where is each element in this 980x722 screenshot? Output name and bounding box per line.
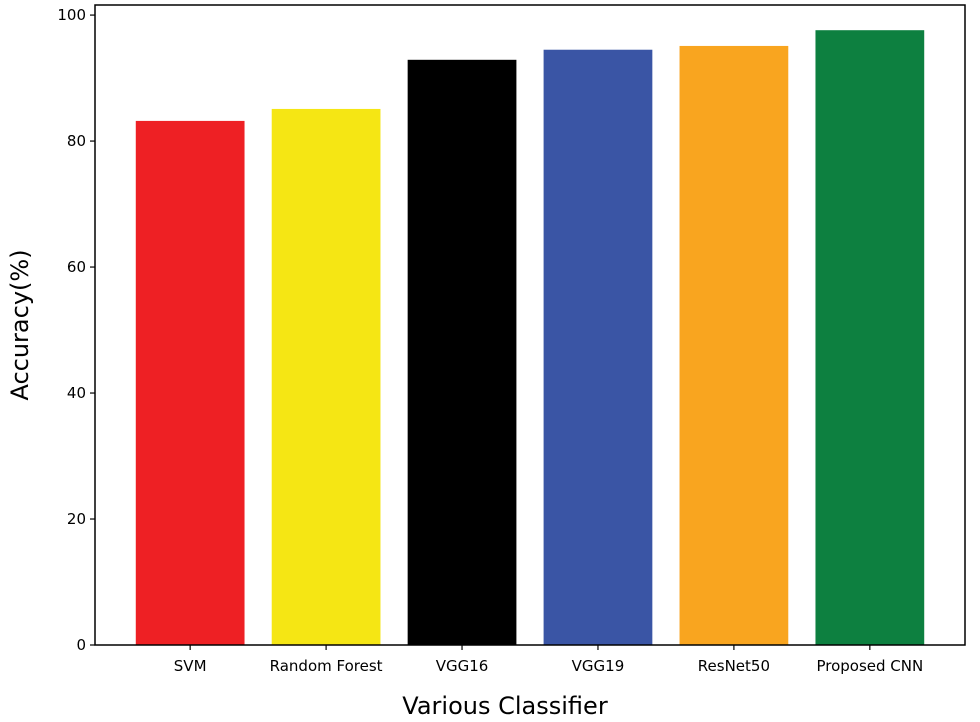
- x-tick-label: VGG16: [436, 657, 489, 675]
- x-tick-label: Proposed CNN: [816, 657, 923, 675]
- bar-proposed-cnn: [815, 30, 925, 646]
- x-tick-label: Random Forest: [270, 657, 383, 675]
- bar-resnet50: [679, 45, 789, 645]
- y-tick-label: 100: [57, 6, 86, 24]
- x-tick-label: VGG19: [572, 657, 625, 675]
- y-tick-label: 40: [67, 384, 86, 402]
- y-tick-label: 20: [67, 510, 86, 528]
- y-tick-label: 0: [76, 636, 86, 654]
- x-axis-ticks: SVM Random Forest VGG16 VGG19 ResNet50 Propos…: [174, 645, 923, 675]
- y-axis-ticks: 0 20 40 60 80 100: [57, 6, 95, 654]
- bar-vgg16: [407, 59, 517, 645]
- y-tick-label: 60: [67, 258, 86, 276]
- y-axis-label: Accuracy(%): [6, 249, 34, 400]
- bar-random-forest: [271, 108, 381, 645]
- bar-svm: [135, 120, 245, 645]
- plot-frame: [94, 4, 966, 646]
- y-tick-label: 80: [67, 132, 86, 150]
- x-tick-label: ResNet50: [698, 657, 770, 675]
- bars-group: [135, 30, 925, 646]
- x-tick-label: SVM: [174, 657, 207, 675]
- bar-vgg19: [543, 49, 653, 645]
- x-axis-label: Various Classifier: [402, 692, 608, 720]
